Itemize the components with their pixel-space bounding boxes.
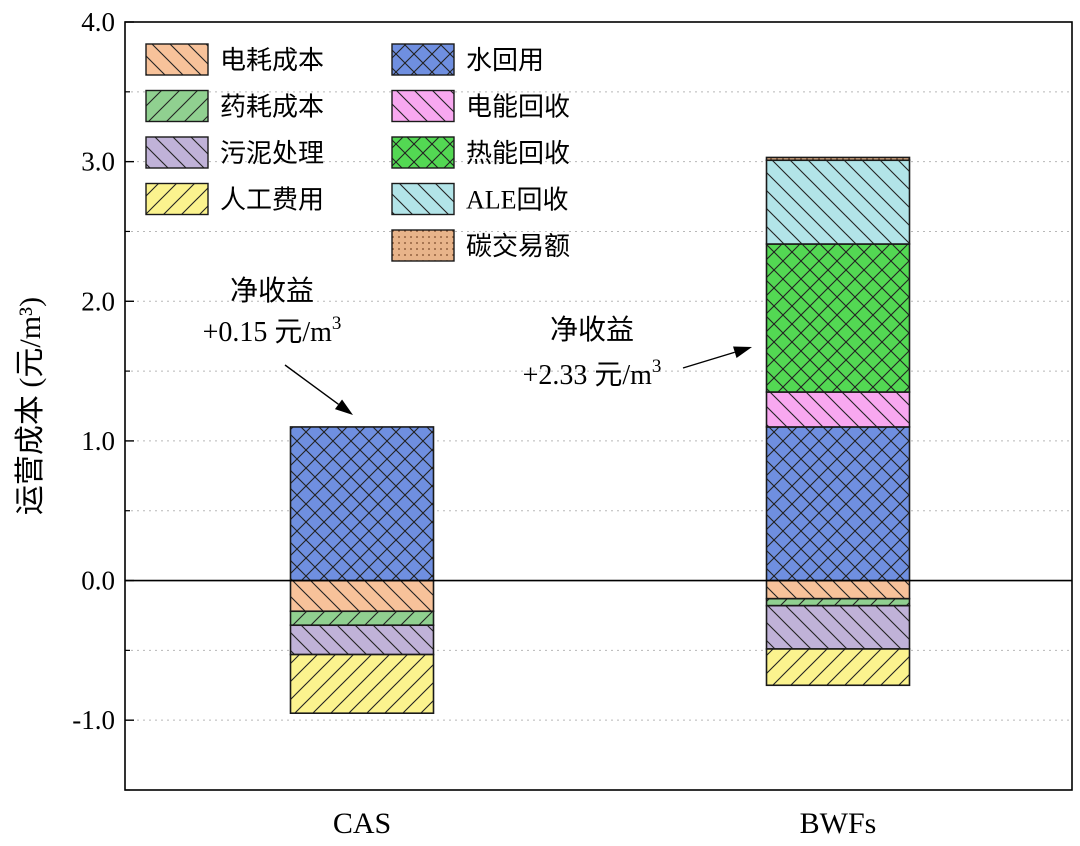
annotation-title: 净收益 (230, 275, 314, 307)
legend-label: 碳交易额 (466, 232, 570, 261)
legend-label: 药耗成本 (220, 93, 324, 122)
annotation-arrow-head (733, 346, 752, 358)
y-tick-label: -1.0 (72, 705, 115, 735)
y-tick-label: 4.0 (81, 7, 115, 37)
bar-segment (765, 648, 911, 687)
bar-segment (765, 604, 911, 650)
y-tick-label: 3.0 (81, 147, 115, 177)
annotation-value-text: +2.33 元/m (523, 360, 653, 391)
bar-segment (289, 653, 435, 715)
x-category-label: CAS (333, 807, 391, 840)
bar-segment (289, 426, 435, 582)
bar-segment (765, 156, 911, 162)
legend-swatch (145, 89, 209, 123)
legend-label: ALE回收 (466, 186, 569, 215)
legend-swatch (145, 136, 209, 169)
bar-segment (289, 579, 435, 613)
y-tick-label: 2.0 (81, 286, 115, 316)
annotation-value: +0.15 元/m3 (203, 313, 342, 348)
legend-label: 水回用 (466, 46, 544, 75)
legend-label: 电能回收 (466, 93, 570, 122)
axes: -1.0 0.0 1.0 2.0 3.0 4.0 CAS BWFs 运营成本 (元/m³) (14, 7, 1073, 840)
bar-segment (765, 391, 911, 428)
legend-swatch (145, 43, 209, 76)
annotations: 净收益+0.15 元/m3 净收益+2.33 元/m3 (203, 275, 752, 415)
legend-swatch (391, 43, 455, 76)
bar-segment (765, 579, 911, 600)
y-axis-label: 运营成本 (元/m³) (14, 297, 47, 515)
x-category-label: BWFs (800, 807, 877, 840)
legend-label: 污泥处理 (220, 139, 324, 168)
legend-swatch (391, 182, 455, 216)
bar-segment (765, 243, 911, 393)
annotation-arrow-line (284, 364, 339, 405)
bar-segment (289, 610, 435, 627)
annotation-arrow-head (334, 399, 353, 415)
annotation-value-text: +0.15 元/m (203, 317, 333, 348)
legend-label: 电耗成本 (220, 46, 324, 75)
legend-swatch (145, 182, 209, 216)
annotation-superscript: 3 (652, 356, 662, 377)
bar-segment (765, 426, 911, 582)
bars (289, 156, 911, 715)
bar-segment (765, 597, 911, 607)
plot-frame (124, 21, 1073, 791)
legend-swatch (391, 89, 455, 123)
y-tick-label: 1.0 (81, 426, 115, 456)
y-tick-label: 0.0 (81, 566, 115, 596)
legend-label: 人工费用 (220, 186, 324, 215)
legend-swatch (391, 136, 455, 169)
annotation-superscript: 3 (332, 313, 342, 334)
annotation-title: 净收益 (550, 314, 634, 346)
legend-label: 热能回收 (466, 139, 570, 168)
annotation-value: +2.33 元/m3 (523, 356, 662, 391)
bar-segment (765, 159, 911, 245)
annotation-arrow-line (682, 351, 735, 369)
bar-segment (289, 624, 435, 656)
legend-swatch (391, 229, 455, 262)
